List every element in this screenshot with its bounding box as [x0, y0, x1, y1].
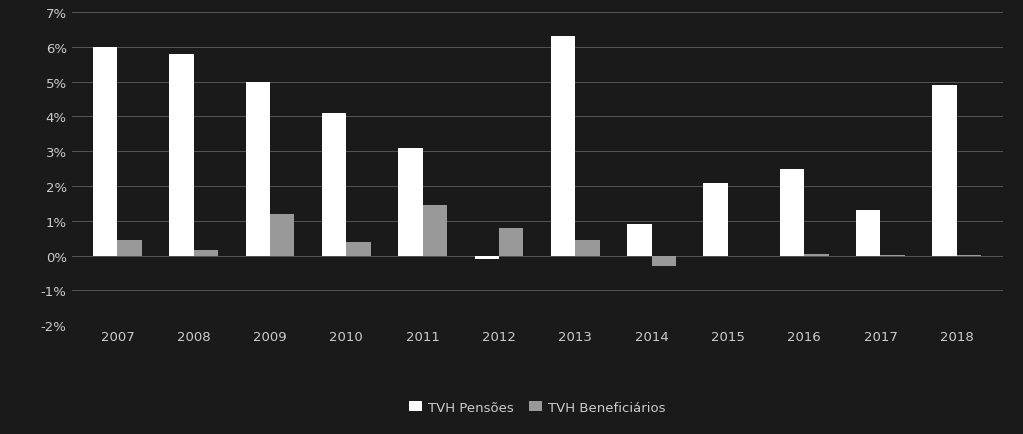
Bar — [704, 183, 727, 256]
Bar — [347, 242, 370, 256]
Bar — [780, 169, 804, 256]
Bar — [93, 48, 118, 256]
Bar — [627, 225, 652, 256]
Bar — [422, 206, 447, 256]
Legend: TVH Pensões, TVH Beneficiários: TVH Pensões, TVH Beneficiários — [404, 395, 670, 419]
Bar — [193, 251, 218, 256]
Bar — [652, 256, 676, 266]
Bar — [932, 86, 957, 256]
Bar — [270, 214, 295, 256]
Bar — [169, 55, 193, 256]
Bar — [118, 240, 142, 256]
Bar — [575, 240, 599, 256]
Bar — [550, 37, 575, 256]
Bar — [322, 114, 347, 256]
Bar — [246, 82, 270, 256]
Bar — [398, 148, 422, 256]
Bar — [856, 211, 881, 256]
Bar — [499, 228, 524, 256]
Bar — [475, 256, 499, 260]
Bar — [804, 254, 829, 256]
